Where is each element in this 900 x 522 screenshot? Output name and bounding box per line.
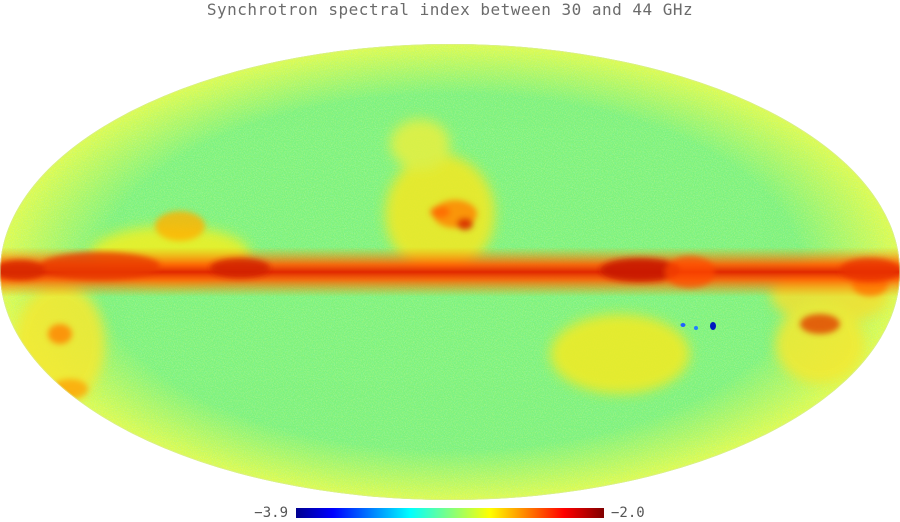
colorbar-min-label: −3.9	[254, 505, 288, 521]
sky-field	[0, 44, 900, 500]
map-title: Synchrotron spectral index between 30 an…	[206, 0, 694, 19]
colorbar: −3.9 −2.0	[0, 505, 900, 522]
colorbar-gradient	[296, 508, 604, 518]
sky-map	[0, 44, 900, 500]
colorbar-max-label: −2.0	[611, 505, 645, 521]
mollweide-projection	[0, 44, 900, 500]
blue-spots	[680, 322, 716, 330]
galactic-plane-knots	[0, 252, 900, 288]
